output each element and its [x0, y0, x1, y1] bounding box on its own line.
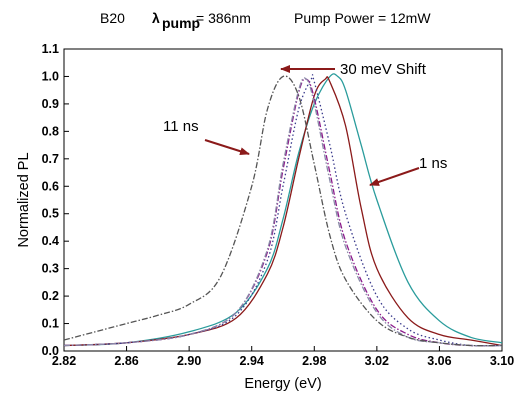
y-tick-label: 1.0 [42, 69, 59, 83]
late-time-annotation: 11 ns [163, 118, 199, 135]
y-tick-label: 0.3 [42, 262, 59, 276]
y-tick-label: 0.5 [42, 207, 59, 221]
title-sample: B20 [100, 10, 125, 26]
series-line-2 [63, 76, 503, 347]
y-tick-label: 0.0 [42, 344, 59, 358]
x-tick-label: 2.86 [114, 354, 138, 368]
x-axis-ticks: 2.82 2.86 2.90 2.94 2.98 3.02 3.06 3.10 [52, 346, 514, 368]
x-tick-label: 3.06 [427, 354, 451, 368]
title-pump-power: Pump Power = 12mW [294, 10, 431, 26]
series-line-1 [63, 73, 503, 347]
shift-annotation: 30 meV Shift [340, 61, 427, 78]
x-tick-label: 2.94 [240, 354, 264, 368]
x-tick-label: 3.02 [365, 354, 389, 368]
series-line-5 [63, 77, 503, 347]
late-time-arrow [204, 139, 250, 156]
y-tick-label: 0.1 [42, 317, 59, 331]
y-tick-label: 0.2 [42, 289, 59, 303]
y-axis-ticks: 0.0 0.1 0.2 0.3 0.4 0.5 0.6 0.7 0.8 0.9 1.0 1.1 [42, 42, 69, 358]
series-line-6 [63, 75, 503, 347]
x-tick-label: 2.90 [177, 354, 201, 368]
x-tick-label: 2.98 [302, 354, 326, 368]
y-axis-label: Normalized PL [16, 152, 32, 247]
title-lambda: λ [152, 10, 160, 26]
y-tick-label: 0.8 [42, 124, 59, 138]
y-tick-label: 1.1 [42, 42, 59, 56]
plot-frame [63, 48, 503, 352]
series-line-4 [63, 78, 503, 347]
early-time-arrow [369, 167, 420, 186]
x-axis-label: Energy (eV) [244, 376, 321, 392]
series-line-3 [63, 74, 503, 347]
y-tick-label: 0.4 [42, 234, 59, 248]
y-tick-label: 0.6 [42, 179, 59, 193]
title-wavelength: = 386nm [196, 10, 251, 26]
title-lambda-subscript: pump [162, 15, 200, 31]
early-time-annotation: 1 ns [419, 155, 447, 172]
y-tick-label: 0.9 [42, 97, 59, 111]
x-tick-label: 2.82 [52, 354, 76, 368]
series-lines [63, 73, 503, 347]
y-tick-label: 0.7 [42, 152, 59, 166]
chart-title: B20 λ pump = 386nm Pump Power = 12mW [100, 10, 431, 31]
x-tick-label: 3.10 [490, 354, 514, 368]
